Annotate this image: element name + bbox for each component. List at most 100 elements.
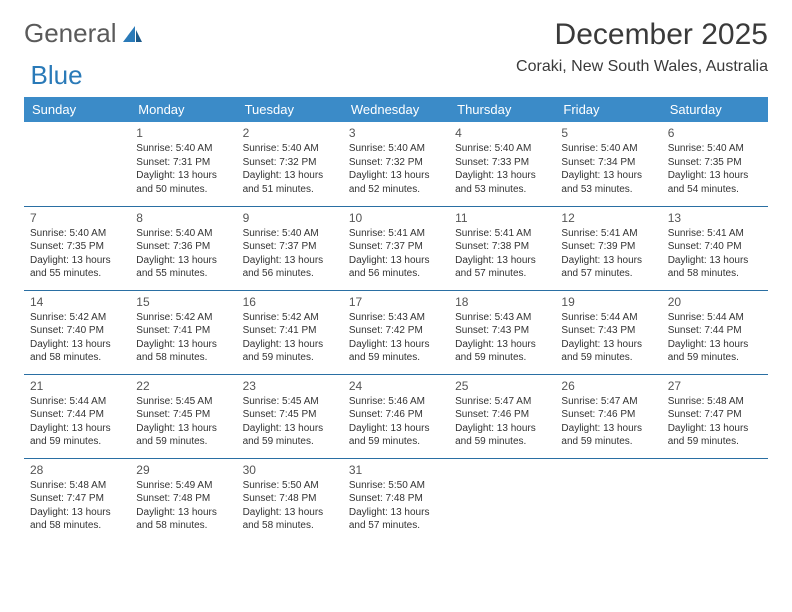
daylight-text: Daylight: 13 hours [668, 254, 762, 268]
calendar-day-cell: 14Sunrise: 5:42 AMSunset: 7:40 PMDayligh… [24, 290, 130, 374]
brand-part2: Blue [31, 60, 83, 91]
day-number: 29 [136, 462, 230, 478]
sunrise-text: Sunrise: 5:50 AM [349, 479, 443, 493]
day-number: 23 [243, 378, 337, 394]
sunrise-text: Sunrise: 5:44 AM [561, 311, 655, 325]
calendar-week-row: 14 Sunrise: 5:42 AM Sunset: 7:40 PM Dayligh… [24, 290, 768, 374]
sunset-text: Sunset: 7:46 PM [455, 408, 549, 422]
daylight-text: and 59 minutes. [349, 435, 443, 449]
daylight-text: Daylight: 13 hours [243, 338, 337, 352]
day-number: 17 [349, 294, 443, 310]
weekday-header: Tuesday [237, 97, 343, 122]
daylight-text: Daylight: 13 hours [243, 506, 337, 520]
daylight-text: and 51 minutes. [243, 183, 337, 197]
calendar-week-row: 21Sunrise: 5:44 AMSunset: 7:44 PMDayligh… [24, 374, 768, 458]
daylight-text: and 57 minutes. [349, 519, 443, 533]
day-number: 8 [136, 210, 230, 226]
sunrise-text: Sunrise: 5:42 AM [243, 311, 337, 325]
sunset-text: Sunset: 7:43 PM [561, 324, 655, 338]
day-number: 24 [349, 378, 443, 394]
daylight-text: and 59 minutes. [561, 435, 655, 449]
calendar-day-cell: 2Sunrise: 5:40 AMSunset: 7:32 PMDaylight… [237, 122, 343, 206]
daylight-text: and 57 minutes. [561, 267, 655, 281]
sunrise-text: Sunrise: 5:43 AM [349, 311, 443, 325]
sunset-text: Sunset: 7:48 PM [136, 492, 230, 506]
sunset-text: Sunset: 7:40 PM [30, 324, 124, 338]
sunrise-text: Sunrise: 5:40 AM [243, 142, 337, 156]
daylight-text: Daylight: 13 hours [349, 169, 443, 183]
day-number: 19 [561, 294, 655, 310]
weekday-header: Saturday [662, 97, 768, 122]
calendar-week-row: 1Sunrise: 5:40 AMSunset: 7:31 PMDaylight… [24, 122, 768, 206]
sunset-text: Sunset: 7:46 PM [349, 408, 443, 422]
daylight-text: and 59 minutes. [349, 351, 443, 365]
calendar-day-cell: 6Sunrise: 5:40 AMSunset: 7:35 PMDaylight… [662, 122, 768, 206]
day-number: 15 [136, 294, 230, 310]
sunrise-text: Sunrise: 5:41 AM [349, 227, 443, 241]
calendar-day-cell: 29Sunrise: 5:49 AMSunset: 7:48 PMDayligh… [130, 458, 236, 542]
calendar-day-cell: 7Sunrise: 5:40 AMSunset: 7:35 PMDaylight… [24, 206, 130, 290]
daylight-text: Daylight: 13 hours [561, 338, 655, 352]
daylight-text: Daylight: 13 hours [561, 254, 655, 268]
sunset-text: Sunset: 7:41 PM [243, 324, 337, 338]
location: Coraki, New South Wales, Australia [516, 58, 768, 76]
daylight-text: and 59 minutes. [30, 435, 124, 449]
calendar-day-cell: 16Sunrise: 5:42 AMSunset: 7:41 PMDayligh… [237, 290, 343, 374]
day-number: 31 [349, 462, 443, 478]
day-number: 16 [243, 294, 337, 310]
calendar-day-cell: 11Sunrise: 5:41 AMSunset: 7:38 PMDayligh… [449, 206, 555, 290]
calendar-day-cell: 17Sunrise: 5:43 AMSunset: 7:42 PMDayligh… [343, 290, 449, 374]
calendar-day-cell: 3Sunrise: 5:40 AMSunset: 7:32 PMDaylight… [343, 122, 449, 206]
sunset-text: Sunset: 7:45 PM [136, 408, 230, 422]
sail-icon [121, 24, 143, 44]
sunrise-text: Sunrise: 5:47 AM [455, 395, 549, 409]
calendar-day-cell: 15Sunrise: 5:42 AMSunset: 7:41 PMDayligh… [130, 290, 236, 374]
daylight-text: and 56 minutes. [243, 267, 337, 281]
daylight-text: Daylight: 13 hours [668, 169, 762, 183]
weekday-header-row: Sunday Monday Tuesday Wednesday Thursday… [24, 97, 768, 122]
day-number: 22 [136, 378, 230, 394]
sunset-text: Sunset: 7:47 PM [30, 492, 124, 506]
weekday-header: Thursday [449, 97, 555, 122]
calendar-day-cell: 31Sunrise: 5:50 AMSunset: 7:48 PMDayligh… [343, 458, 449, 542]
weekday-header: Monday [130, 97, 236, 122]
calendar-day-cell: 19Sunrise: 5:44 AMSunset: 7:43 PMDayligh… [555, 290, 661, 374]
sunrise-text: Sunrise: 5:50 AM [243, 479, 337, 493]
calendar-day-cell [662, 458, 768, 542]
day-number: 11 [455, 210, 549, 226]
calendar-week-row: 7Sunrise: 5:40 AMSunset: 7:35 PMDaylight… [24, 206, 768, 290]
day-number: 28 [30, 462, 124, 478]
calendar-day-cell: 18Sunrise: 5:43 AMSunset: 7:43 PMDayligh… [449, 290, 555, 374]
calendar-day-cell: 13Sunrise: 5:41 AMSunset: 7:40 PMDayligh… [662, 206, 768, 290]
calendar-day-cell: 12Sunrise: 5:41 AMSunset: 7:39 PMDayligh… [555, 206, 661, 290]
sunrise-text: Sunrise: 5:40 AM [561, 142, 655, 156]
brand-part1: General [24, 18, 117, 49]
daylight-text: and 59 minutes. [561, 351, 655, 365]
sunset-text: Sunset: 7:40 PM [668, 240, 762, 254]
weekday-header: Wednesday [343, 97, 449, 122]
day-number: 14 [30, 294, 124, 310]
sunset-text: Sunset: 7:45 PM [243, 408, 337, 422]
day-number: 26 [561, 378, 655, 394]
day-number: 9 [243, 210, 337, 226]
daylight-text: and 58 minutes. [30, 351, 124, 365]
sunset-text: Sunset: 7:35 PM [668, 156, 762, 170]
sunset-text: Sunset: 7:46 PM [561, 408, 655, 422]
daylight-text: and 58 minutes. [30, 519, 124, 533]
daylight-text: and 59 minutes. [243, 351, 337, 365]
sunset-text: Sunset: 7:35 PM [30, 240, 124, 254]
sunset-text: Sunset: 7:33 PM [455, 156, 549, 170]
daylight-text: Daylight: 13 hours [349, 254, 443, 268]
weekday-header: Friday [555, 97, 661, 122]
daylight-text: and 53 minutes. [455, 183, 549, 197]
calendar-day-cell: 8Sunrise: 5:40 AMSunset: 7:36 PMDaylight… [130, 206, 236, 290]
sunset-text: Sunset: 7:42 PM [349, 324, 443, 338]
sunrise-text: Sunrise: 5:41 AM [668, 227, 762, 241]
sunset-text: Sunset: 7:38 PM [455, 240, 549, 254]
sunrise-text: Sunrise: 5:47 AM [561, 395, 655, 409]
day-number: 21 [30, 378, 124, 394]
sunset-text: Sunset: 7:34 PM [561, 156, 655, 170]
sunset-text: Sunset: 7:31 PM [136, 156, 230, 170]
daylight-text: Daylight: 13 hours [136, 338, 230, 352]
daylight-text: Daylight: 13 hours [136, 422, 230, 436]
